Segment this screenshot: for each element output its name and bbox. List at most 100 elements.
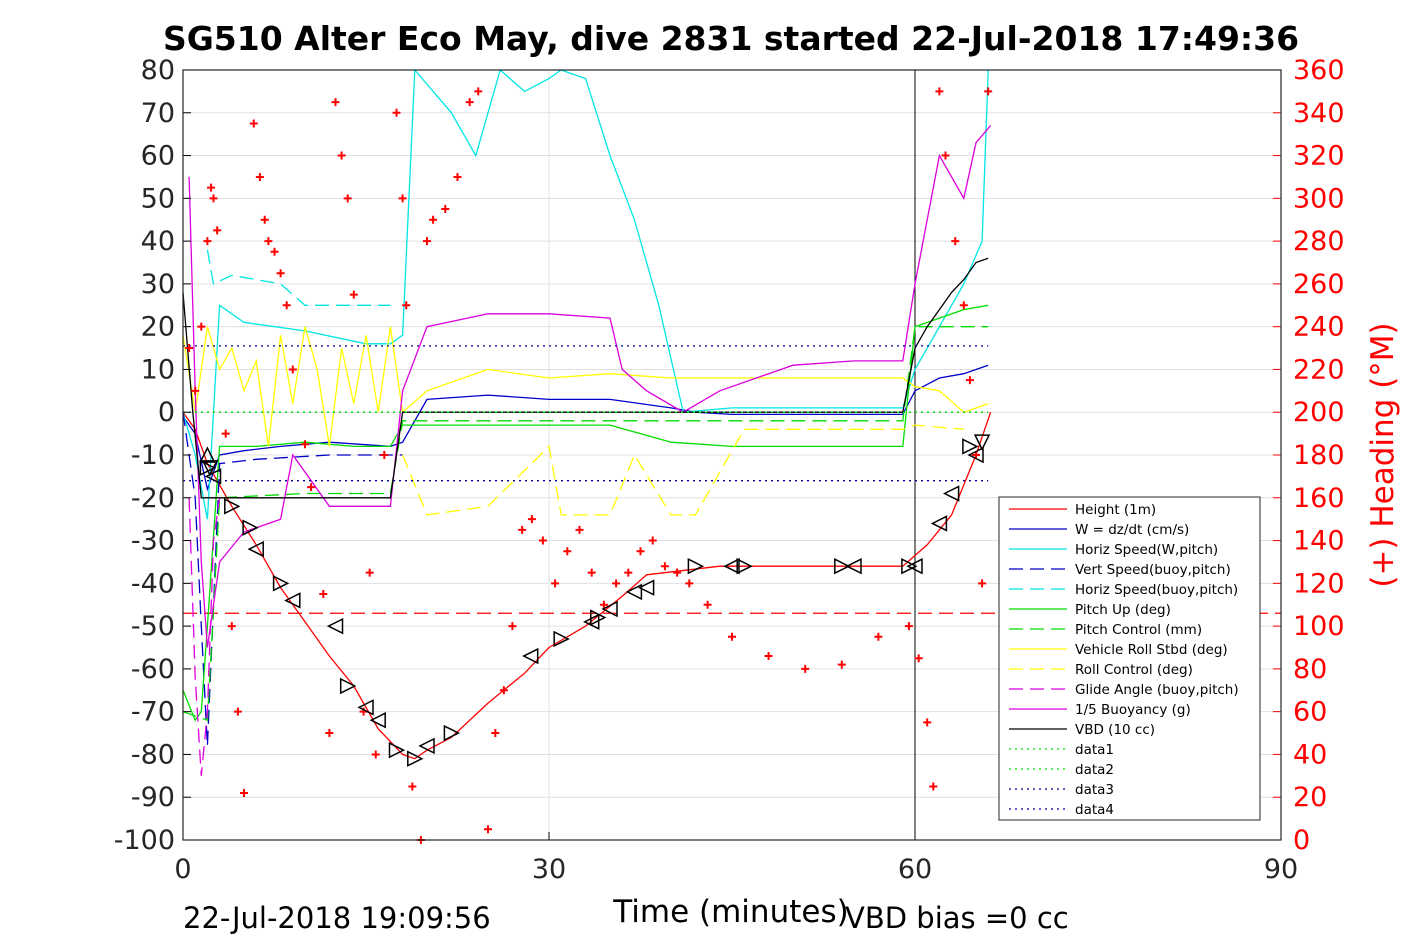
y-right-tick-label: 240 bbox=[1293, 312, 1345, 343]
triangle-marker-right bbox=[242, 519, 259, 536]
heading-point bbox=[349, 290, 358, 299]
triangle-marker-left bbox=[845, 558, 862, 575]
y-tick-label: 30 bbox=[141, 269, 175, 300]
legend-entry-label: data2 bbox=[1075, 762, 1114, 778]
y-tick-label: -60 bbox=[131, 654, 175, 685]
legend-entry-label: Horiz Speed(W,pitch) bbox=[1075, 542, 1218, 558]
y-tick-label: 70 bbox=[141, 98, 175, 129]
heading-point bbox=[929, 782, 938, 791]
heading-point bbox=[599, 600, 608, 609]
series-line bbox=[401, 424, 964, 516]
heading-point bbox=[209, 194, 218, 203]
legend-entry-label: Vehicle Roll Stbd (deg) bbox=[1075, 642, 1228, 658]
triangle-marker-right bbox=[687, 558, 705, 575]
heading-point bbox=[301, 440, 309, 449]
heading-point bbox=[429, 215, 438, 224]
y-tick-label: -20 bbox=[131, 483, 175, 514]
heading-point bbox=[874, 632, 883, 641]
heading-point bbox=[233, 707, 242, 716]
heading-point bbox=[648, 536, 657, 545]
height-direction-markers bbox=[199, 434, 991, 767]
series-line bbox=[188, 497, 221, 776]
y-right-tick-label: 180 bbox=[1293, 440, 1345, 471]
series-line bbox=[182, 411, 992, 760]
triangle-marker-right bbox=[962, 438, 979, 455]
series-line bbox=[206, 249, 391, 306]
series-line bbox=[182, 326, 989, 447]
x-tick-label: 90 bbox=[1264, 854, 1298, 885]
legend-entry-label: data3 bbox=[1075, 782, 1114, 798]
heading-point bbox=[923, 718, 932, 727]
triangle-marker-left bbox=[723, 558, 740, 575]
heading-point bbox=[965, 376, 974, 385]
y-tick-label: 60 bbox=[141, 141, 175, 172]
heading-point bbox=[319, 590, 328, 599]
heading-point bbox=[441, 205, 450, 214]
triangle-marker-left bbox=[625, 583, 643, 601]
y-tick-label: -100 bbox=[114, 825, 175, 856]
heading-point bbox=[185, 344, 194, 353]
heading-point bbox=[371, 750, 380, 759]
triangle-marker-up bbox=[199, 446, 216, 463]
triangle-marker-left bbox=[601, 600, 618, 618]
y-right-tick-label: 40 bbox=[1293, 739, 1327, 770]
heading-point bbox=[365, 568, 374, 577]
heading-point bbox=[337, 151, 346, 160]
triangle-marker-left bbox=[522, 647, 539, 665]
triangle-marker-left bbox=[967, 446, 984, 464]
triangle-marker-right bbox=[834, 558, 851, 575]
heading-point bbox=[207, 183, 216, 192]
y-right-tick-label: 0 bbox=[1293, 825, 1310, 856]
heading-point bbox=[508, 622, 517, 631]
heading-point bbox=[527, 515, 536, 524]
legend-entry-label: Vert Speed(buoy,pitch) bbox=[1075, 562, 1231, 578]
heading-point bbox=[307, 483, 316, 492]
heading-point bbox=[914, 654, 923, 663]
heading-point bbox=[398, 194, 407, 203]
right-y-axis-label: (+) Heading (°M) bbox=[1365, 322, 1401, 587]
triangle-marker-left bbox=[204, 468, 222, 485]
triangle-marker-right bbox=[407, 750, 424, 767]
heading-point bbox=[673, 568, 682, 577]
y-right-tick-label: 120 bbox=[1293, 568, 1345, 599]
y-tick-label: 0 bbox=[158, 397, 175, 428]
legend-box bbox=[998, 496, 1261, 821]
heading-point bbox=[255, 172, 264, 181]
heading-point bbox=[453, 172, 462, 181]
heading-point bbox=[575, 525, 584, 534]
heading-point bbox=[465, 98, 474, 107]
legend-entry-label: data1 bbox=[1075, 742, 1114, 758]
triangle-marker-left bbox=[418, 737, 435, 755]
heading-point bbox=[978, 579, 987, 588]
triangle-marker-left bbox=[247, 540, 264, 558]
heading-point bbox=[325, 729, 334, 738]
y-tick-label: -40 bbox=[131, 568, 175, 599]
heading-point bbox=[941, 151, 950, 160]
triangle-marker-right bbox=[388, 741, 406, 759]
y-tick-label: 20 bbox=[141, 312, 175, 343]
legend-entry-label: Pitch Control (mm) bbox=[1075, 622, 1202, 638]
y-tick-label: -10 bbox=[131, 440, 175, 471]
y-tick-label: -70 bbox=[131, 697, 175, 728]
y-tick-label: -90 bbox=[131, 782, 175, 813]
triangle-marker-left bbox=[326, 617, 344, 635]
legend-entry-label: Height (1m) bbox=[1075, 502, 1156, 518]
triangle-marker-left bbox=[583, 613, 600, 631]
heading-point bbox=[951, 237, 960, 246]
heading-point bbox=[484, 825, 492, 834]
x-tick-label: 60 bbox=[898, 854, 932, 885]
triangle-marker-right bbox=[901, 558, 918, 575]
y-right-tick-label: 100 bbox=[1293, 611, 1345, 642]
legend-entry-label: VBD (10 cc) bbox=[1075, 722, 1155, 738]
triangle-marker-left bbox=[942, 485, 960, 502]
triangle-marker-down bbox=[201, 460, 219, 477]
heading-point bbox=[801, 664, 810, 673]
series-line bbox=[182, 304, 989, 722]
heading-point bbox=[491, 729, 500, 738]
triangle-marker-right bbox=[553, 630, 570, 648]
triangle-marker-right bbox=[590, 609, 607, 626]
footer-timestamp: 22-Jul-2018 19:09:56 bbox=[183, 901, 491, 935]
y-tick-label: -30 bbox=[131, 526, 175, 557]
heading-point bbox=[240, 788, 248, 797]
heading-point bbox=[392, 108, 401, 117]
